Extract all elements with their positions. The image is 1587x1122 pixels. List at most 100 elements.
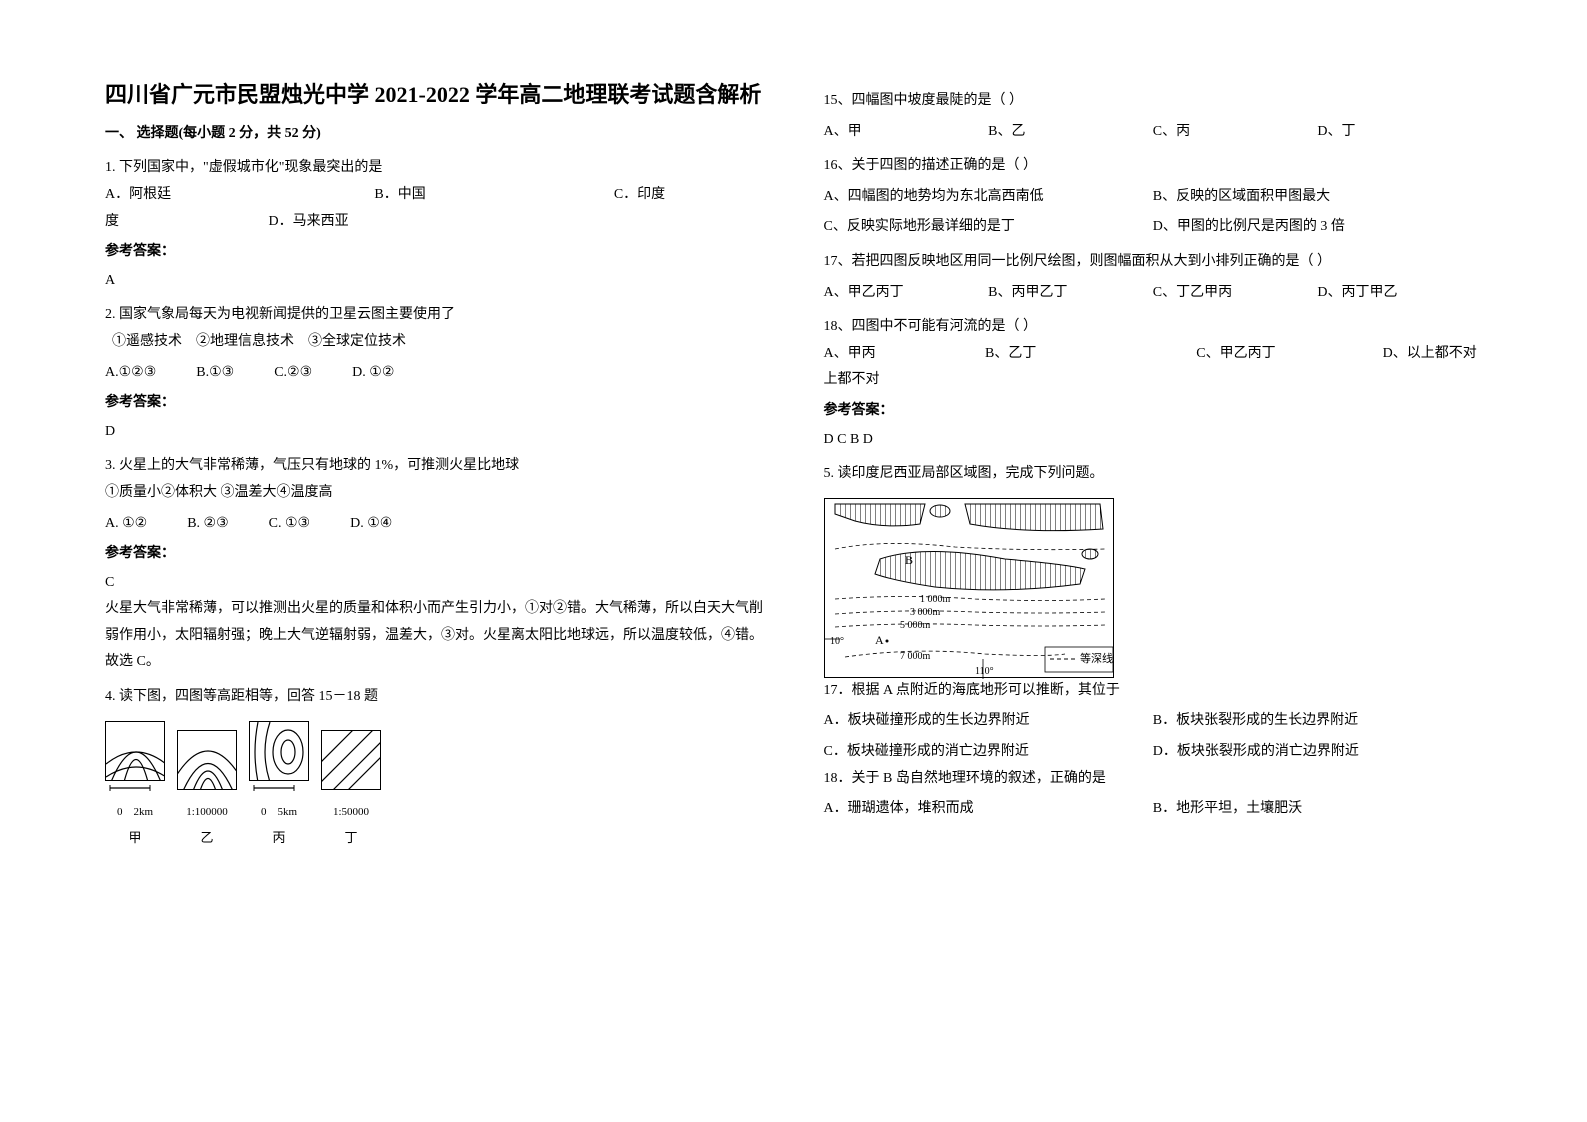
q1-answer: A — [105, 268, 764, 295]
q5-17-opt-c: C．板块碰撞形成的消亡边界附近 — [824, 739, 1153, 766]
q1-options-line2: 度 D．马来西亚 — [105, 209, 764, 236]
q18-opt-d-cont: 上都不对 — [824, 367, 1483, 394]
diagram-box-bing — [249, 721, 309, 781]
scale-text-ding: 1:50000 — [321, 802, 381, 823]
question-3: 3. 火星上的大气非常稀薄，气压只有地球的 1%，可推测火星比地球 ①质量小②体… — [105, 453, 764, 676]
q2-opt-d: D. ①② — [352, 360, 394, 387]
q5-18-opt-b: B．地形平坦，土壤肥沃 — [1153, 796, 1482, 823]
q17-opt-a: A、甲乙丙丁 — [824, 280, 989, 307]
question-17: 17、若把四图反映地区用同一比例尺绘图，则图幅面积从大到小排列正确的是（ ） A… — [824, 249, 1483, 306]
q5-18-options: A．珊瑚遗体，堆积而成 B．地形平坦，土壤肥沃 — [824, 796, 1483, 823]
q2-answer: D — [105, 419, 764, 446]
q18-opt-a: A、甲丙 — [824, 341, 986, 368]
q15-opt-b: B、乙 — [988, 119, 1153, 146]
q5-17-options-2: C．板块碰撞形成的消亡边界附近 D．板块张裂形成的消亡边界附近 — [824, 739, 1483, 766]
q2-answer-label: 参考答案： — [105, 390, 764, 417]
q3-opt-a: A. ①② — [105, 511, 147, 538]
q16-options-2: C、反映实际地形最详细的是丁 D、甲图的比例尺是丙图的 3 倍 — [824, 214, 1483, 241]
depth-3000: 3 000m — [910, 607, 941, 618]
q15-stem: 15、四幅图中坡度最陡的是（ ） — [824, 88, 1483, 115]
q3-explanation: 火星大气非常稀薄，可以推测出火星的质量和体积小而产生引力小，①对②错。大气稀薄，… — [105, 596, 764, 676]
question-15: 15、四幅图中坡度最陡的是（ ） A、甲 B、乙 C、丙 D、丁 — [824, 88, 1483, 145]
q18-opt-b: B、乙丁 — [985, 341, 1196, 368]
q5-17-stem: 17．根据 A 点附近的海底地形可以推断，其位于 — [824, 678, 1483, 705]
q16-opt-b: B、反映的区域面积甲图最大 — [1153, 184, 1482, 211]
q18-answer-label: 参考答案： — [824, 398, 1483, 425]
diagram-jia: 0 2km 甲 — [105, 721, 165, 851]
q1-opt-a: A．阿根廷 — [105, 182, 374, 209]
q3-options: A. ①② B. ②③ C. ①③ D. ①④ — [105, 511, 764, 538]
q1-answer-label: 参考答案： — [105, 239, 764, 266]
label-jia: 甲 — [105, 826, 165, 851]
q4-stem: 4. 读下图，四图等高距相等，回答 15－18 题 — [105, 684, 764, 711]
q5-17-opt-a: A．板块碰撞形成的生长边界附近 — [824, 708, 1153, 735]
q17-opt-d: D、丙丁甲乙 — [1317, 280, 1482, 307]
diagram-box-yi — [177, 730, 237, 790]
q1-options-line1: A．阿根廷 B．中国 C．印度 — [105, 182, 764, 209]
q3-opt-b: B. ②③ — [187, 511, 228, 538]
q16-opt-a: A、四幅图的地势均为东北高西南低 — [824, 184, 1153, 211]
q2-options: A.①②③ B.①③ C.②③ D. ①② — [105, 360, 764, 387]
q2-opt-c: C.②③ — [274, 360, 312, 387]
map-legend: 等深线 — [1080, 651, 1113, 665]
q5-17-opt-b: B．板块张裂形成的生长边界附近 — [1153, 708, 1482, 735]
diagram-box-jia — [105, 721, 165, 781]
document-title: 四川省广元市民盟烛光中学 2021-2022 学年高二地理联考试题含解析 — [105, 80, 764, 111]
q3-answer-label: 参考答案： — [105, 541, 764, 568]
q1-opt-c: C．印度 — [614, 182, 764, 209]
q15-opt-d: D、丁 — [1317, 119, 1482, 146]
q16-opt-d: D、甲图的比例尺是丙图的 3 倍 — [1153, 214, 1482, 241]
right-column: 15、四幅图中坡度最陡的是（ ） A、甲 B、乙 C、丙 D、丁 16、关于四图… — [794, 80, 1498, 1042]
q16-stem: 16、关于四图的描述正确的是（ ） — [824, 153, 1483, 180]
question-4: 4. 读下图，四图等高距相等，回答 15－18 题 0 2km 甲 — [105, 684, 764, 851]
q15-options: A、甲 B、乙 C、丙 D、丁 — [824, 119, 1483, 146]
q2-stem: 2. 国家气象局每天为电视新闻提供的卫星云图主要使用了 — [105, 302, 764, 329]
q5-18-opt-a: A．珊瑚遗体，堆积而成 — [824, 796, 1153, 823]
diagram-ding: 1:50000 丁 — [321, 730, 381, 852]
scale-text-jia: 0 2km — [105, 802, 165, 823]
q5-17-opt-d: D．板块张裂形成的消亡边界附近 — [1153, 739, 1482, 766]
q5-17-options-1: A．板块碰撞形成的生长边界附近 B．板块张裂形成的生长边界附近 — [824, 708, 1483, 735]
scale-text-bing: 0 5km — [249, 802, 309, 823]
question-16: 16、关于四图的描述正确的是（ ） A、四幅图的地势均为东北高西南低 B、反映的… — [824, 153, 1483, 241]
q18-options: A、甲丙 B、乙丁 C、甲乙丙丁 D、以上都不对 — [824, 341, 1483, 368]
q2-opt-b: B.①③ — [196, 360, 234, 387]
depth-1000: 1 000m — [920, 594, 951, 605]
question-2: 2. 国家气象局每天为电视新闻提供的卫星云图主要使用了 ①遥感技术 ②地理信息技… — [105, 302, 764, 445]
diagram-box-ding — [321, 730, 381, 790]
label-ding: 丁 — [321, 826, 381, 851]
q1-opt-b: B．中国 — [374, 182, 613, 209]
question-18: 18、四图中不可能有河流的是（ ） A、甲丙 B、乙丁 C、甲乙丙丁 D、以上都… — [824, 314, 1483, 453]
q17-opt-b: B、丙甲乙丁 — [988, 280, 1153, 307]
label-bing: 丙 — [249, 826, 309, 851]
q2-sub: ①遥感技术 ②地理信息技术 ③全球定位技术 — [105, 329, 764, 356]
map-lat: 10° — [830, 636, 844, 647]
q1-opt-d: D．马来西亚 — [269, 214, 349, 229]
diagram-yi: 1:100000 乙 — [177, 730, 237, 852]
section-header: 一、 选择题(每小题 2 分，共 52 分) — [105, 121, 764, 148]
map-lon: 110° — [975, 666, 994, 677]
q5-map: B 1 000m 3 000m 5 000m 7 000m A 10° 110° — [824, 498, 1114, 678]
q3-stem: 3. 火星上的大气非常稀薄，气压只有地球的 1%，可推测火星比地球 — [105, 453, 764, 480]
label-yi: 乙 — [177, 826, 237, 851]
scale-text-yi: 1:100000 — [177, 802, 237, 823]
q17-stem: 17、若把四图反映地区用同一比例尺绘图，则图幅面积从大到小排列正确的是（ ） — [824, 249, 1483, 276]
question-5: 5. 读印度尼西亚局部区域图，完成下列问题。 B — [824, 461, 1483, 823]
depth-5000: 5 000m — [900, 620, 931, 631]
scale-bar-jia — [105, 781, 165, 802]
q3-sub: ①质量小②体积大 ③温差大④温度高 — [105, 480, 764, 507]
left-column: 四川省广元市民盟烛光中学 2021-2022 学年高二地理联考试题含解析 一、 … — [90, 80, 794, 1042]
diagram-bing: 0 5km 丙 — [249, 721, 309, 851]
q3-opt-c: C. ①③ — [269, 511, 310, 538]
q17-options: A、甲乙丙丁 B、丙甲乙丁 C、丁乙甲丙 D、丙丁甲乙 — [824, 280, 1483, 307]
q18-opt-d: D、以上都不对 — [1383, 341, 1482, 368]
q3-answer: C — [105, 570, 764, 597]
q2-opt-a: A.①②③ — [105, 360, 156, 387]
q3-opt-d: D. ①④ — [350, 511, 392, 538]
q5-stem: 5. 读印度尼西亚局部区域图，完成下列问题。 — [824, 461, 1483, 488]
depth-7000: 7 000m — [900, 651, 931, 662]
map-point-b: B — [905, 553, 913, 567]
q1-stem: 1. 下列国家中，"虚假城市化"现象最突出的是 — [105, 155, 764, 182]
q15-opt-c: C、丙 — [1153, 119, 1318, 146]
q18-stem: 18、四图中不可能有河流的是（ ） — [824, 314, 1483, 341]
